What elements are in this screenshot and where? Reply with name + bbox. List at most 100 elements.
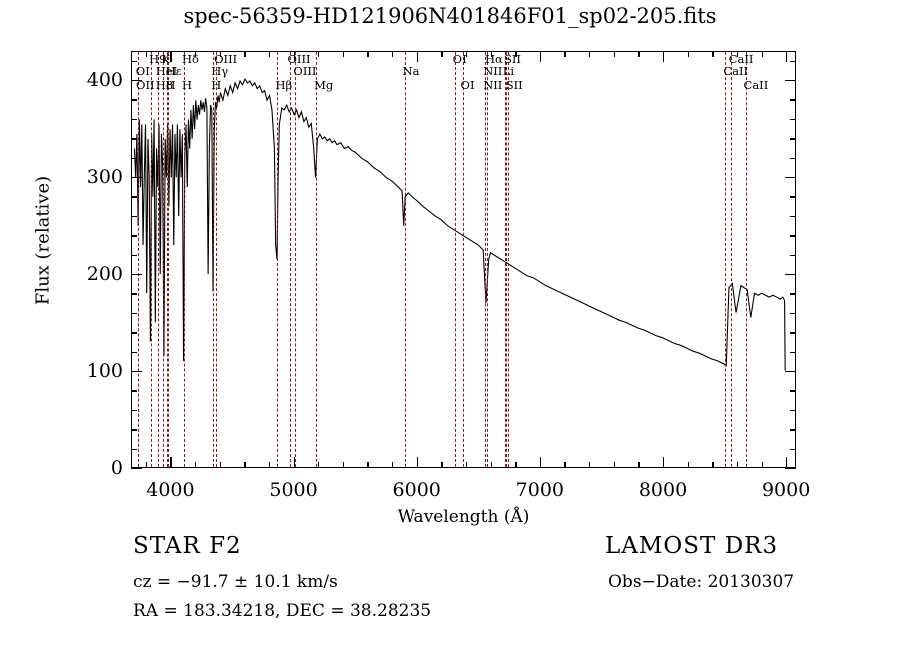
marker-line bbox=[316, 52, 318, 467]
x-minor-tick-top bbox=[613, 51, 616, 57]
y-minor-tick bbox=[131, 409, 137, 412]
line-id-label: Mg bbox=[314, 78, 334, 92]
x-major-tick-top bbox=[539, 51, 542, 62]
y-minor-tick bbox=[131, 60, 137, 62]
y-minor-tick bbox=[131, 138, 137, 140]
x-minor-tick bbox=[441, 462, 443, 468]
line-id-label: H9 bbox=[149, 52, 167, 66]
line-id-label: Na bbox=[402, 64, 420, 78]
x-minor-tick bbox=[515, 462, 517, 468]
x-minor-tick-top bbox=[145, 51, 148, 57]
x-tick-label: 5000 bbox=[269, 479, 318, 501]
plot-frame bbox=[131, 51, 796, 468]
y-minor-tick-right bbox=[790, 390, 796, 392]
x-major-tick-top bbox=[663, 51, 665, 62]
spectral-line-markers bbox=[132, 52, 795, 467]
y-minor-tick bbox=[131, 351, 137, 353]
x-minor-tick bbox=[268, 462, 271, 468]
marker-line bbox=[404, 52, 406, 467]
x-major-tick bbox=[170, 457, 172, 468]
x-major-tick-top bbox=[170, 51, 172, 62]
y-minor-tick-right bbox=[790, 254, 796, 256]
y-tick-label: 0 bbox=[110, 457, 123, 479]
y-minor-tick-right bbox=[790, 215, 796, 218]
marker-line bbox=[213, 52, 215, 467]
x-minor-tick-top bbox=[761, 51, 763, 57]
y-minor-tick-right bbox=[790, 312, 796, 315]
x-minor-tick bbox=[367, 462, 369, 468]
x-minor-tick bbox=[761, 462, 763, 468]
x-tick-label: 7000 bbox=[515, 479, 565, 501]
line-id-label: HeI bbox=[155, 64, 178, 78]
line-id-label: H8 bbox=[155, 78, 174, 92]
marker-line bbox=[725, 52, 727, 467]
line-id-label: K bbox=[161, 52, 170, 66]
x-minor-tick-top bbox=[638, 51, 640, 57]
line-id-label: Hγ bbox=[211, 64, 229, 78]
line-id-label: H bbox=[165, 78, 176, 92]
line-id-label: OI bbox=[135, 64, 150, 78]
y-minor-tick bbox=[131, 390, 137, 392]
x-major-tick-top bbox=[293, 51, 295, 62]
observation-date-text: Obs−Date: 20130307 bbox=[608, 572, 795, 592]
x-minor-tick-top bbox=[712, 51, 714, 57]
line-id-label: Hβ bbox=[275, 78, 293, 92]
x-major-tick-top bbox=[416, 51, 418, 62]
y-minor-tick-right bbox=[790, 157, 796, 159]
line-id-label: H bbox=[181, 78, 192, 92]
x-minor-tick-top bbox=[490, 51, 492, 57]
y-tick-label: 100 bbox=[86, 360, 123, 383]
line-id-label: Hδ bbox=[181, 52, 199, 66]
survey-name-text: LAMOST DR3 bbox=[605, 533, 779, 559]
line-id-label: CaII bbox=[728, 52, 754, 66]
x-minor-tick-top bbox=[195, 51, 197, 57]
marker-line bbox=[485, 52, 487, 467]
marker-line bbox=[487, 52, 489, 467]
y-minor-tick-right bbox=[790, 332, 796, 334]
x-tick-label: 4000 bbox=[146, 479, 195, 501]
y-minor-tick bbox=[131, 312, 137, 315]
y-minor-tick-right bbox=[790, 448, 796, 450]
y-tick-label: 200 bbox=[86, 263, 123, 286]
marker-line bbox=[745, 52, 747, 467]
x-minor-tick bbox=[342, 462, 345, 468]
y-minor-tick bbox=[131, 118, 137, 121]
marker-line bbox=[151, 52, 153, 467]
x-minor-tick-top bbox=[687, 51, 689, 57]
y-minor-tick bbox=[131, 332, 137, 334]
y-minor-tick bbox=[131, 429, 137, 431]
x-major-tick bbox=[663, 457, 665, 468]
x-minor-tick-top bbox=[392, 51, 394, 57]
y-minor-tick bbox=[131, 293, 137, 295]
x-minor-tick-top bbox=[441, 51, 443, 57]
y-major-tick-right bbox=[785, 468, 796, 470]
y-minor-tick-right bbox=[790, 429, 796, 431]
line-id-label: OI bbox=[460, 78, 475, 92]
marker-line bbox=[730, 52, 732, 467]
y-minor-tick bbox=[131, 99, 137, 101]
y-minor-tick bbox=[131, 215, 137, 218]
x-minor-tick bbox=[465, 462, 468, 468]
x-minor-tick bbox=[392, 462, 394, 468]
marker-line bbox=[507, 52, 509, 467]
x-major-tick bbox=[539, 457, 542, 468]
x-minor-tick-top bbox=[318, 51, 320, 57]
line-id-label: OIII bbox=[293, 64, 317, 78]
marker-line bbox=[183, 52, 185, 467]
x-minor-tick bbox=[195, 462, 197, 468]
y-minor-tick-right bbox=[790, 293, 796, 295]
x-minor-tick-top bbox=[244, 51, 246, 57]
x-tick-label: 9000 bbox=[761, 479, 811, 501]
x-minor-tick bbox=[613, 462, 616, 468]
y-minor-tick bbox=[131, 196, 137, 198]
x-minor-tick bbox=[589, 462, 591, 468]
line-id-label: NII bbox=[483, 78, 503, 92]
x-minor-tick bbox=[712, 462, 714, 468]
y-tick-label: 400 bbox=[86, 69, 123, 92]
line-id-label: OI bbox=[452, 52, 467, 66]
redshift-velocity-text: cz = −91.7 ± 10.1 km/s bbox=[133, 572, 338, 592]
line-id-label: OII bbox=[136, 78, 155, 92]
x-minor-tick bbox=[564, 462, 566, 468]
x-tick-label: 8000 bbox=[638, 479, 688, 501]
